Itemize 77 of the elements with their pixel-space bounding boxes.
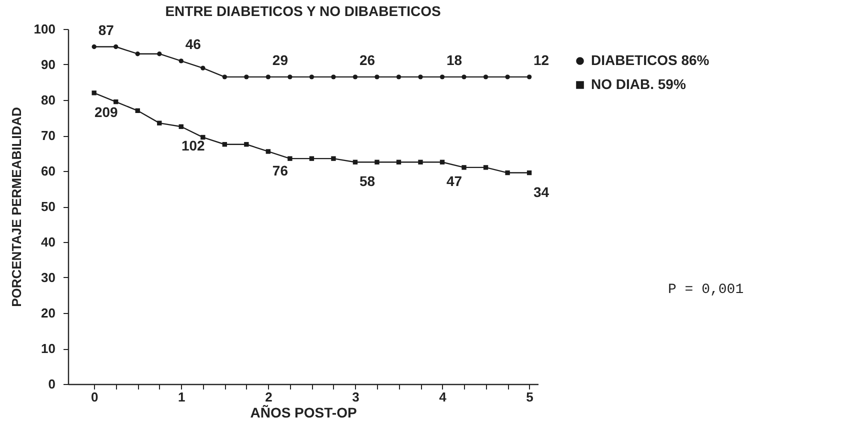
point xyxy=(309,156,314,161)
point xyxy=(222,142,228,147)
annotation: 102 xyxy=(181,138,206,154)
annotation: 47 xyxy=(446,173,462,190)
x-tick-label: 0 xyxy=(90,390,98,404)
point xyxy=(352,160,358,164)
point xyxy=(309,74,314,80)
point xyxy=(374,74,380,80)
chart-title: ENTRE DIABETICOS Y NO DIBABETICOS xyxy=(165,3,441,19)
y-tick-label: 10 xyxy=(41,341,56,356)
y-tick-label: 50 xyxy=(41,199,56,214)
annotation: 26 xyxy=(359,52,376,68)
point xyxy=(178,58,184,64)
point xyxy=(374,160,380,164)
point xyxy=(526,170,532,176)
annotation: 18 xyxy=(446,52,462,68)
point xyxy=(352,74,358,80)
y-tick-label: 20 xyxy=(41,306,56,320)
point xyxy=(92,44,96,50)
point xyxy=(157,120,162,126)
point xyxy=(114,99,118,104)
point xyxy=(266,74,271,80)
y-tick-label: 70 xyxy=(41,128,56,143)
point xyxy=(288,156,292,161)
point xyxy=(178,124,184,129)
point xyxy=(505,74,510,80)
annotation: 34 xyxy=(534,184,550,200)
annotation: 29 xyxy=(272,52,288,68)
point xyxy=(462,74,466,80)
point xyxy=(266,149,271,154)
x-tick-label: 1 xyxy=(178,390,186,404)
point xyxy=(396,160,402,164)
point xyxy=(418,74,423,80)
x-tick-label: 4 xyxy=(439,390,448,404)
annotation: 58 xyxy=(359,173,376,190)
annotation: 209 xyxy=(94,104,118,120)
x-tick-label: 5 xyxy=(526,390,534,404)
point xyxy=(244,74,249,80)
point xyxy=(114,44,118,50)
point xyxy=(331,74,336,80)
y-tick-label: 90 xyxy=(41,57,56,72)
point xyxy=(200,66,206,70)
point xyxy=(222,74,228,80)
annotation: 87 xyxy=(98,22,114,38)
legend-label: NO DIAB. 59% xyxy=(591,76,686,92)
point xyxy=(526,74,532,80)
point xyxy=(483,74,488,80)
point xyxy=(92,90,96,96)
point xyxy=(462,165,466,170)
point xyxy=(135,52,140,56)
point xyxy=(157,52,162,56)
point xyxy=(200,134,206,140)
point xyxy=(396,74,402,80)
y-tick-label: 40 xyxy=(41,234,56,250)
y-tick-label: 60 xyxy=(41,164,56,178)
point xyxy=(418,160,423,164)
point xyxy=(244,142,249,147)
y-tick-label: 0 xyxy=(48,376,56,392)
y-tick-label: 30 xyxy=(41,270,56,285)
point xyxy=(505,170,510,176)
y-tick-label: 100 xyxy=(34,22,56,36)
point xyxy=(483,165,488,170)
point xyxy=(288,74,292,80)
text: P = 0,001 xyxy=(668,282,744,298)
point xyxy=(440,74,445,80)
x-tick-label: 3 xyxy=(352,390,360,404)
legend-label: DIABETICOS 86% xyxy=(591,52,710,68)
point xyxy=(135,108,140,113)
point xyxy=(331,156,336,161)
annotation: 12 xyxy=(534,52,550,68)
point xyxy=(440,160,445,164)
annotation: 46 xyxy=(185,36,202,52)
x-tick-label: 2 xyxy=(265,390,272,404)
y-tick-label: 80 xyxy=(41,92,56,108)
y-axis-title: PORCENTAJE PERMEABILIDAD xyxy=(8,107,24,307)
annotation: 76 xyxy=(272,162,288,178)
x-axis-title: AÑOS POST-OP xyxy=(250,404,357,420)
